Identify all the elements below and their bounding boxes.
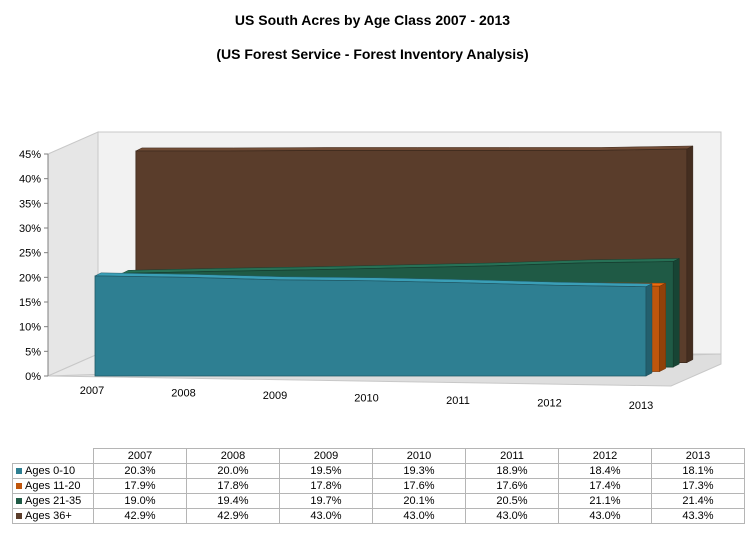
table-cell: 20.5%: [465, 493, 559, 509]
table-cell: 17.4%: [558, 478, 652, 494]
series-area-0: [94, 275, 647, 377]
table-column-header: 2007: [93, 448, 187, 464]
legend-swatch: [16, 467, 22, 474]
x-tick-label: 2013: [629, 400, 653, 412]
legend-entry: Ages 11-20: [12, 478, 94, 494]
table-cell: 17.8%: [186, 478, 280, 494]
chart-title: US South Acres by Age Class 2007 - 2013: [234, 12, 511, 28]
table-cell: 17.9%: [93, 478, 187, 494]
y-tick-label: 20%: [19, 272, 41, 284]
table-header-row: 2007 2008 2009 2010 2011 2012 2013: [12, 448, 745, 464]
series-end-0: [645, 283, 653, 377]
table-cell: 20.3%: [93, 463, 187, 479]
y-tick-label: 30%: [19, 223, 41, 235]
x-tick-label: 2010: [354, 393, 378, 405]
table-cell: 19.3%: [372, 463, 466, 479]
table-cell: 20.0%: [186, 463, 280, 479]
table-cell: 19.0%: [93, 493, 187, 509]
table-cell: 18.4%: [558, 463, 652, 479]
table-column-header: 2009: [279, 448, 373, 464]
table-row: Ages 11-20 17.9% 17.8% 17.8% 17.6% 17.6% 17.4%…: [12, 478, 745, 494]
table-cell: 17.8%: [279, 478, 373, 494]
chart-subtitle: (US Forest Service - Forest Inventory An…: [216, 46, 529, 62]
table-cell: 19.4%: [186, 493, 280, 509]
table-column-header: 2011: [465, 448, 559, 464]
table-column-header: 2013: [651, 448, 745, 464]
table-column-header: 2010: [372, 448, 466, 464]
y-tick-label: 40%: [19, 174, 41, 186]
table-cell: 42.9%: [93, 508, 187, 524]
table-cell: 43.0%: [279, 508, 373, 524]
series-end-2: [673, 258, 680, 368]
table-cell: 20.1%: [372, 493, 466, 509]
y-tick-label: 35%: [19, 198, 41, 210]
table-cell: 17.6%: [465, 478, 559, 494]
table-column-header: 2008: [186, 448, 280, 464]
x-tick-label: 2007: [80, 385, 104, 397]
table-cell: 19.7%: [279, 493, 373, 509]
legend-swatch: [16, 482, 22, 489]
table-corner: [12, 448, 94, 464]
x-tick-label: 2012: [537, 398, 561, 410]
y-tick-label: 45%: [19, 149, 41, 161]
x-tick-label: 2008: [171, 388, 195, 400]
y-tick-label: 0%: [25, 371, 41, 383]
table-cell: 43.0%: [372, 508, 466, 524]
table-row: Ages 36+ 42.9% 42.9% 43.0% 43.0% 43.0% 43.0% 43…: [12, 508, 745, 524]
x-tick-label: 2009: [263, 390, 287, 402]
table-cell: 21.1%: [558, 493, 652, 509]
legend-entry: Ages 36+: [12, 508, 94, 524]
y-tick-label: 10%: [19, 322, 41, 334]
legend-entry: Ages 21-35: [12, 493, 94, 509]
table-cell: 21.4%: [651, 493, 745, 509]
table-cell: 18.9%: [465, 463, 559, 479]
table-cell: 43.0%: [465, 508, 559, 524]
data-table: 2007 2008 2009 2010 2011 2012 2013 Ages 0-10 20.…: [12, 448, 745, 524]
table-cell: 43.3%: [651, 508, 745, 524]
table-cell: 17.3%: [651, 478, 745, 494]
series-end-1: [659, 282, 666, 372]
table-cell: 17.6%: [372, 478, 466, 494]
table-cell: 42.9%: [186, 508, 280, 524]
series-end-3: [686, 145, 694, 363]
y-tick-label: 25%: [19, 248, 41, 260]
x-tick-label: 2011: [446, 395, 470, 407]
table-row: Ages 21-35 19.0% 19.4% 19.7% 20.1% 20.5% 21.1%…: [12, 493, 745, 509]
table-column-header: 2012: [558, 448, 652, 464]
legend-swatch: [16, 512, 22, 519]
legend-swatch: [16, 497, 22, 504]
area-chart-3d: 0% 5% 10% 15% 20% 25% 30% 35% 40% 45% 2007 2008 2009…: [19, 131, 722, 412]
table-cell: 18.1%: [651, 463, 745, 479]
legend-entry: Ages 0-10: [12, 463, 94, 479]
table-row: Ages 0-10 20.3% 20.0% 19.5% 19.3% 18.9% 18.4% 1…: [12, 463, 745, 479]
side-wall: [47, 131, 99, 377]
y-tick-label: 5%: [25, 346, 41, 358]
y-tick-label: 15%: [19, 297, 41, 309]
table-cell: 19.5%: [279, 463, 373, 479]
table-cell: 43.0%: [558, 508, 652, 524]
